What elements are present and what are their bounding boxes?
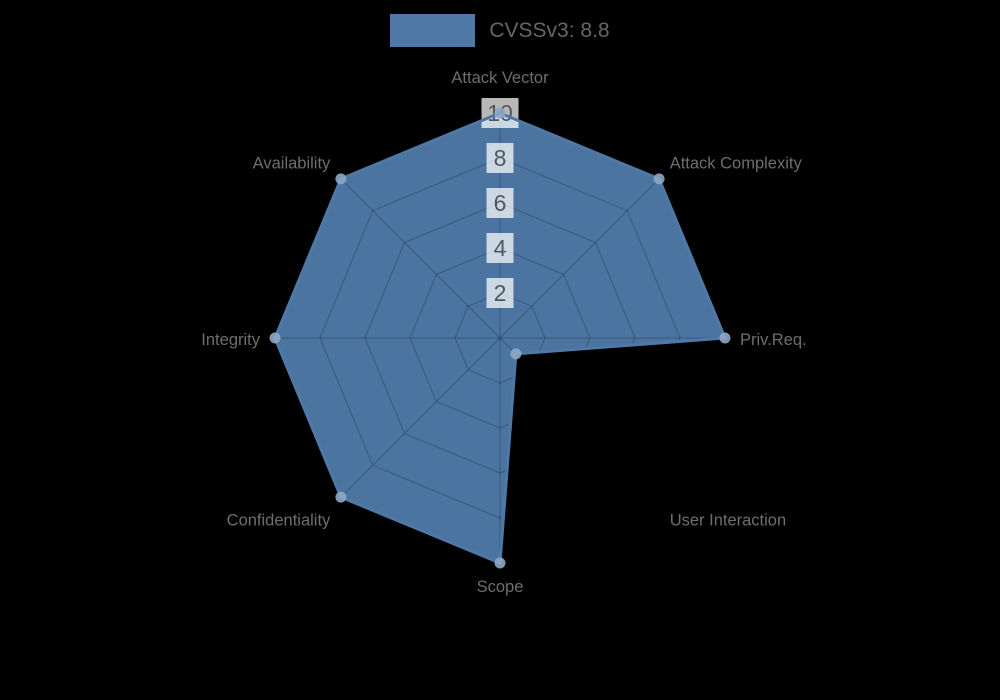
grid-spoke — [340, 337, 501, 498]
legend-item-cvssv3[interactable]: CVSSv3: 8.8 — [390, 14, 610, 47]
axis-label-availability: Availability — [253, 154, 331, 172]
axis-label-integrity: Integrity — [201, 331, 260, 349]
tick-backdrop — [486, 143, 514, 173]
grid-spoke — [340, 178, 501, 339]
tick-label: 2 — [494, 280, 507, 306]
axis-label-confidentiality: Confidentiality — [227, 512, 331, 530]
grid-ring — [409, 247, 591, 429]
tick-label: 4 — [494, 235, 507, 261]
grid-ring — [364, 202, 636, 474]
series-point-scope[interactable] — [494, 557, 506, 569]
legend-color-swatch — [390, 14, 476, 47]
series-point-availability[interactable] — [335, 173, 347, 185]
axis-label-attack-vector: Attack Vector — [451, 69, 549, 87]
grid-ring — [319, 157, 681, 519]
legend-label: CVSSv3: 8.8 — [489, 18, 610, 42]
tick-backdrop — [486, 188, 514, 218]
axis-label-attack-complexity: Attack Complexity — [670, 154, 803, 172]
tick-backdrop — [486, 233, 514, 263]
grid-spoke — [499, 178, 660, 339]
axis-label-scope: Scope — [477, 578, 524, 596]
series-point-priv-req-[interactable] — [719, 332, 731, 344]
tick-label: 6 — [494, 190, 507, 216]
series-point-attack-vector[interactable] — [494, 107, 506, 119]
series-point-attack-complexity[interactable] — [653, 173, 665, 185]
series-point-user-interaction[interactable] — [510, 348, 522, 360]
axis-label-user-interaction: User Interaction — [670, 512, 786, 530]
series-area[interactable] — [275, 113, 725, 563]
tick-label: 8 — [494, 145, 507, 171]
tick-backdrop — [486, 278, 514, 308]
grid-ring — [454, 292, 546, 384]
chart-legend: CVSSv3: 8.8 — [0, 14, 1000, 47]
series-point-confidentiality[interactable] — [335, 491, 347, 503]
series-point-integrity[interactable] — [269, 332, 281, 344]
grid-spoke — [499, 337, 660, 498]
axis-label-priv-req-: Priv.Req. — [740, 331, 807, 349]
